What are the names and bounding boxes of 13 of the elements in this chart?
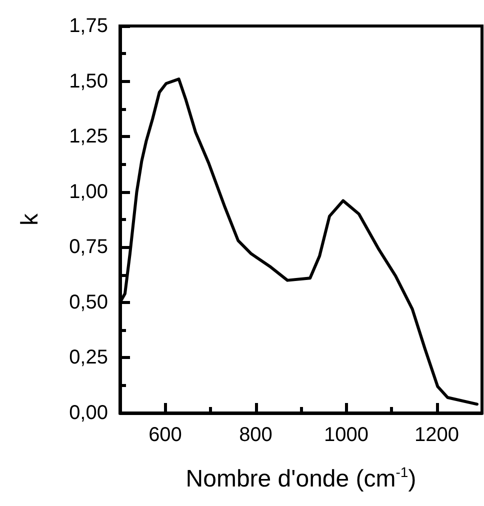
x-tick-label: 1000 bbox=[324, 424, 368, 446]
y-axis-title: k bbox=[16, 212, 44, 226]
y-tick-label: 1,25 bbox=[69, 126, 108, 148]
y-tick-label: 1,50 bbox=[69, 70, 108, 92]
x-tick-label: 1200 bbox=[414, 424, 459, 446]
y-tick-label: 0,50 bbox=[69, 291, 108, 314]
x-tick-label: 800 bbox=[239, 424, 272, 446]
y-tick-label: 0,00 bbox=[69, 402, 108, 424]
y-tick-label: 1,00 bbox=[69, 180, 108, 203]
y-tick-label: 1,75 bbox=[69, 15, 108, 37]
x-tick-label: 600 bbox=[148, 424, 182, 446]
y-tick-label: 0,75 bbox=[69, 236, 108, 258]
y-tick-label: 0,25 bbox=[69, 346, 108, 369]
